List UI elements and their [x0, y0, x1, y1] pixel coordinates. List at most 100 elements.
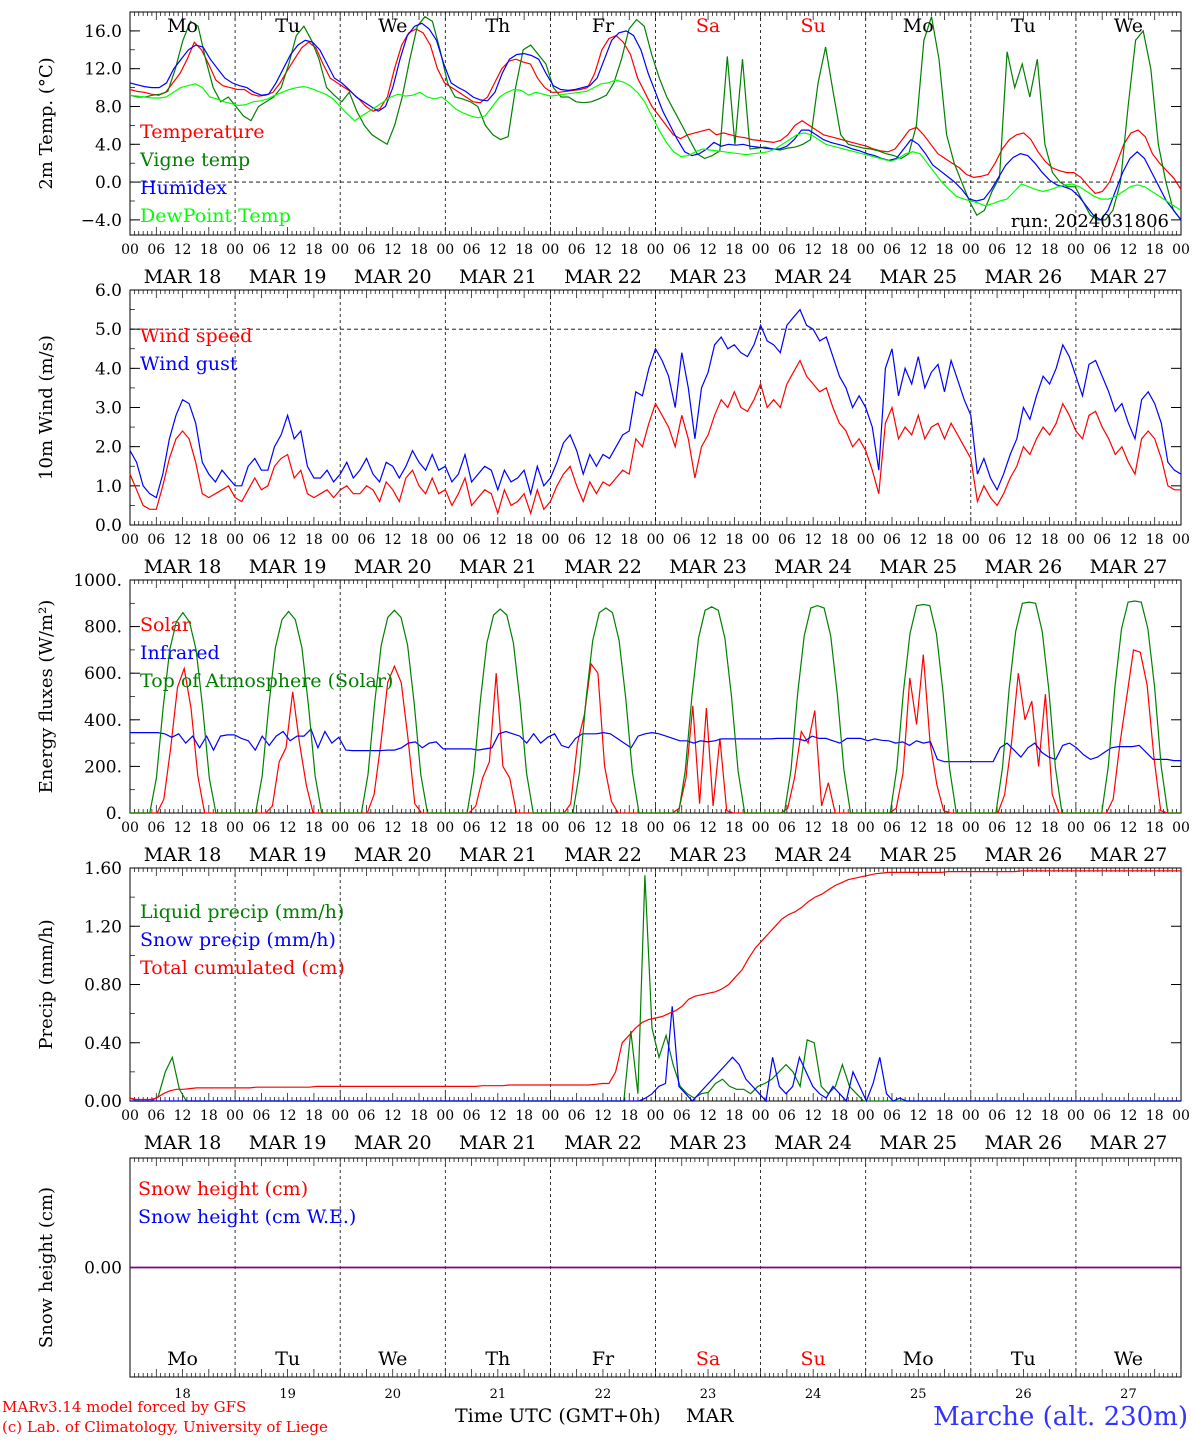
date-label: MAR 26 — [984, 556, 1062, 578]
date-label: MAR 20 — [354, 844, 432, 866]
y-tick-label: −4.0 — [81, 211, 122, 231]
weekday-label: Mo — [903, 1348, 934, 1370]
y-tick-label: 200. — [84, 757, 122, 777]
date-label: MAR 21 — [459, 266, 537, 288]
weekday-label: Mo — [167, 15, 198, 37]
y-tick-label: 8.0 — [95, 97, 122, 117]
date-label: MAR 23 — [669, 556, 747, 578]
date-label: MAR 25 — [879, 266, 957, 288]
hour-tick-label: 18 — [936, 532, 954, 548]
hour-tick-label: 00 — [962, 242, 980, 258]
hour-tick-label: 06 — [358, 820, 376, 836]
hour-tick-label: 18 — [1041, 242, 1059, 258]
hour-tick-label: 18 — [936, 242, 954, 258]
weekday-label: Tu — [275, 15, 300, 37]
hour-tick-label: 18 — [1041, 532, 1059, 548]
legend-entry: Snow height (cm) — [138, 1178, 308, 1200]
weekday-label: Tu — [1011, 15, 1036, 37]
date-label: MAR 19 — [249, 844, 327, 866]
date-label: MAR 27 — [1090, 1132, 1168, 1154]
weekday-label: Mo — [167, 1348, 198, 1370]
hour-tick-label: 12 — [384, 1108, 402, 1124]
run-annotation: run: 2024031806 — [1011, 211, 1169, 232]
weekday-label: We — [1114, 15, 1143, 37]
hour-tick-label: 12 — [594, 1108, 612, 1124]
date-label: MAR 18 — [144, 844, 222, 866]
hour-tick-label: 18 — [620, 242, 638, 258]
hour-tick-label: 00 — [226, 532, 244, 548]
hour-tick-label: 00 — [752, 1108, 770, 1124]
hour-tick-label: 18 — [305, 532, 323, 548]
hour-tick-label: 18 — [725, 532, 743, 548]
series-line-2 — [130, 728, 1181, 763]
date-label: MAR 26 — [984, 1132, 1062, 1154]
weekday-label: Su — [801, 1348, 826, 1370]
hour-tick-label: 18 — [1146, 820, 1164, 836]
hour-tick-label: 00 — [752, 532, 770, 548]
hour-tick-label: 18 — [200, 1108, 218, 1124]
hour-tick-label: 00 — [436, 1108, 454, 1124]
hour-tick-label: 06 — [568, 1108, 586, 1124]
hour-tick-label: 06 — [252, 532, 270, 548]
hour-tick-label: 12 — [909, 820, 927, 836]
legend-entry: Humidex — [140, 177, 227, 199]
hour-tick-label: 00 — [1172, 820, 1190, 836]
hour-tick-label: 18 — [725, 1108, 743, 1124]
legend-entry: Infrared — [140, 642, 220, 664]
hour-tick-label: 06 — [463, 532, 481, 548]
hour-tick-label: 00 — [226, 242, 244, 258]
legend-entry: Snow precip (mm/h) — [140, 929, 336, 951]
y-tick-label: 400. — [84, 711, 122, 731]
hour-tick-label: 06 — [988, 532, 1006, 548]
day-number-label: 20 — [384, 1387, 401, 1402]
hour-tick-label: 06 — [147, 242, 165, 258]
hour-tick-label: 06 — [883, 242, 901, 258]
date-label: MAR 21 — [459, 556, 537, 578]
hour-tick-label: 06 — [147, 820, 165, 836]
weekday-label: Th — [485, 1348, 510, 1370]
hour-tick-label: 06 — [252, 1108, 270, 1124]
y-tick-label: 3.0 — [95, 399, 122, 419]
hour-tick-label: 00 — [962, 820, 980, 836]
hour-tick-label: 00 — [1172, 242, 1190, 258]
hour-tick-label: 18 — [200, 820, 218, 836]
hour-tick-label: 00 — [962, 532, 980, 548]
hour-tick-label: 00 — [436, 820, 454, 836]
date-label: MAR 22 — [564, 556, 642, 578]
hour-tick-label: 06 — [568, 242, 586, 258]
hour-tick-label: 00 — [226, 1108, 244, 1124]
hour-tick-label: 00 — [331, 242, 349, 258]
day-number-label: 24 — [805, 1387, 822, 1402]
day-number-label: 25 — [910, 1387, 927, 1402]
hour-tick-label: 00 — [121, 532, 139, 548]
hour-tick-label: 12 — [804, 1108, 822, 1124]
hour-tick-label: 18 — [410, 1108, 428, 1124]
hour-tick-label: 00 — [541, 242, 559, 258]
hour-tick-label: 06 — [778, 242, 796, 258]
y-tick-label: 1.0 — [95, 477, 122, 497]
hour-tick-label: 06 — [252, 242, 270, 258]
date-label: MAR 20 — [354, 266, 432, 288]
hour-tick-label: 00 — [436, 242, 454, 258]
hour-tick-label: 00 — [752, 242, 770, 258]
hour-tick-label: 18 — [831, 242, 849, 258]
y-tick-label: 5.0 — [95, 320, 122, 340]
hour-tick-label: 18 — [410, 532, 428, 548]
day-number-label: 18 — [174, 1387, 191, 1402]
date-label: MAR 22 — [564, 266, 642, 288]
hour-tick-label: 00 — [121, 1108, 139, 1124]
weekday-label: Fr — [592, 15, 615, 37]
legend-entry: Total cumulated (cm) — [140, 957, 345, 979]
hour-tick-label: 06 — [673, 532, 691, 548]
hour-tick-label: 12 — [1120, 242, 1138, 258]
legend-entry: Temperature — [140, 121, 264, 143]
legend-entry: Wind gust — [140, 353, 238, 375]
hour-tick-label: 00 — [752, 820, 770, 836]
hour-tick-label: 06 — [358, 1108, 376, 1124]
hour-tick-label: 00 — [1067, 820, 1085, 836]
date-label: MAR 18 — [144, 1132, 222, 1154]
date-label: MAR 18 — [144, 556, 222, 578]
hour-tick-label: 18 — [200, 532, 218, 548]
date-label: MAR 22 — [564, 1132, 642, 1154]
